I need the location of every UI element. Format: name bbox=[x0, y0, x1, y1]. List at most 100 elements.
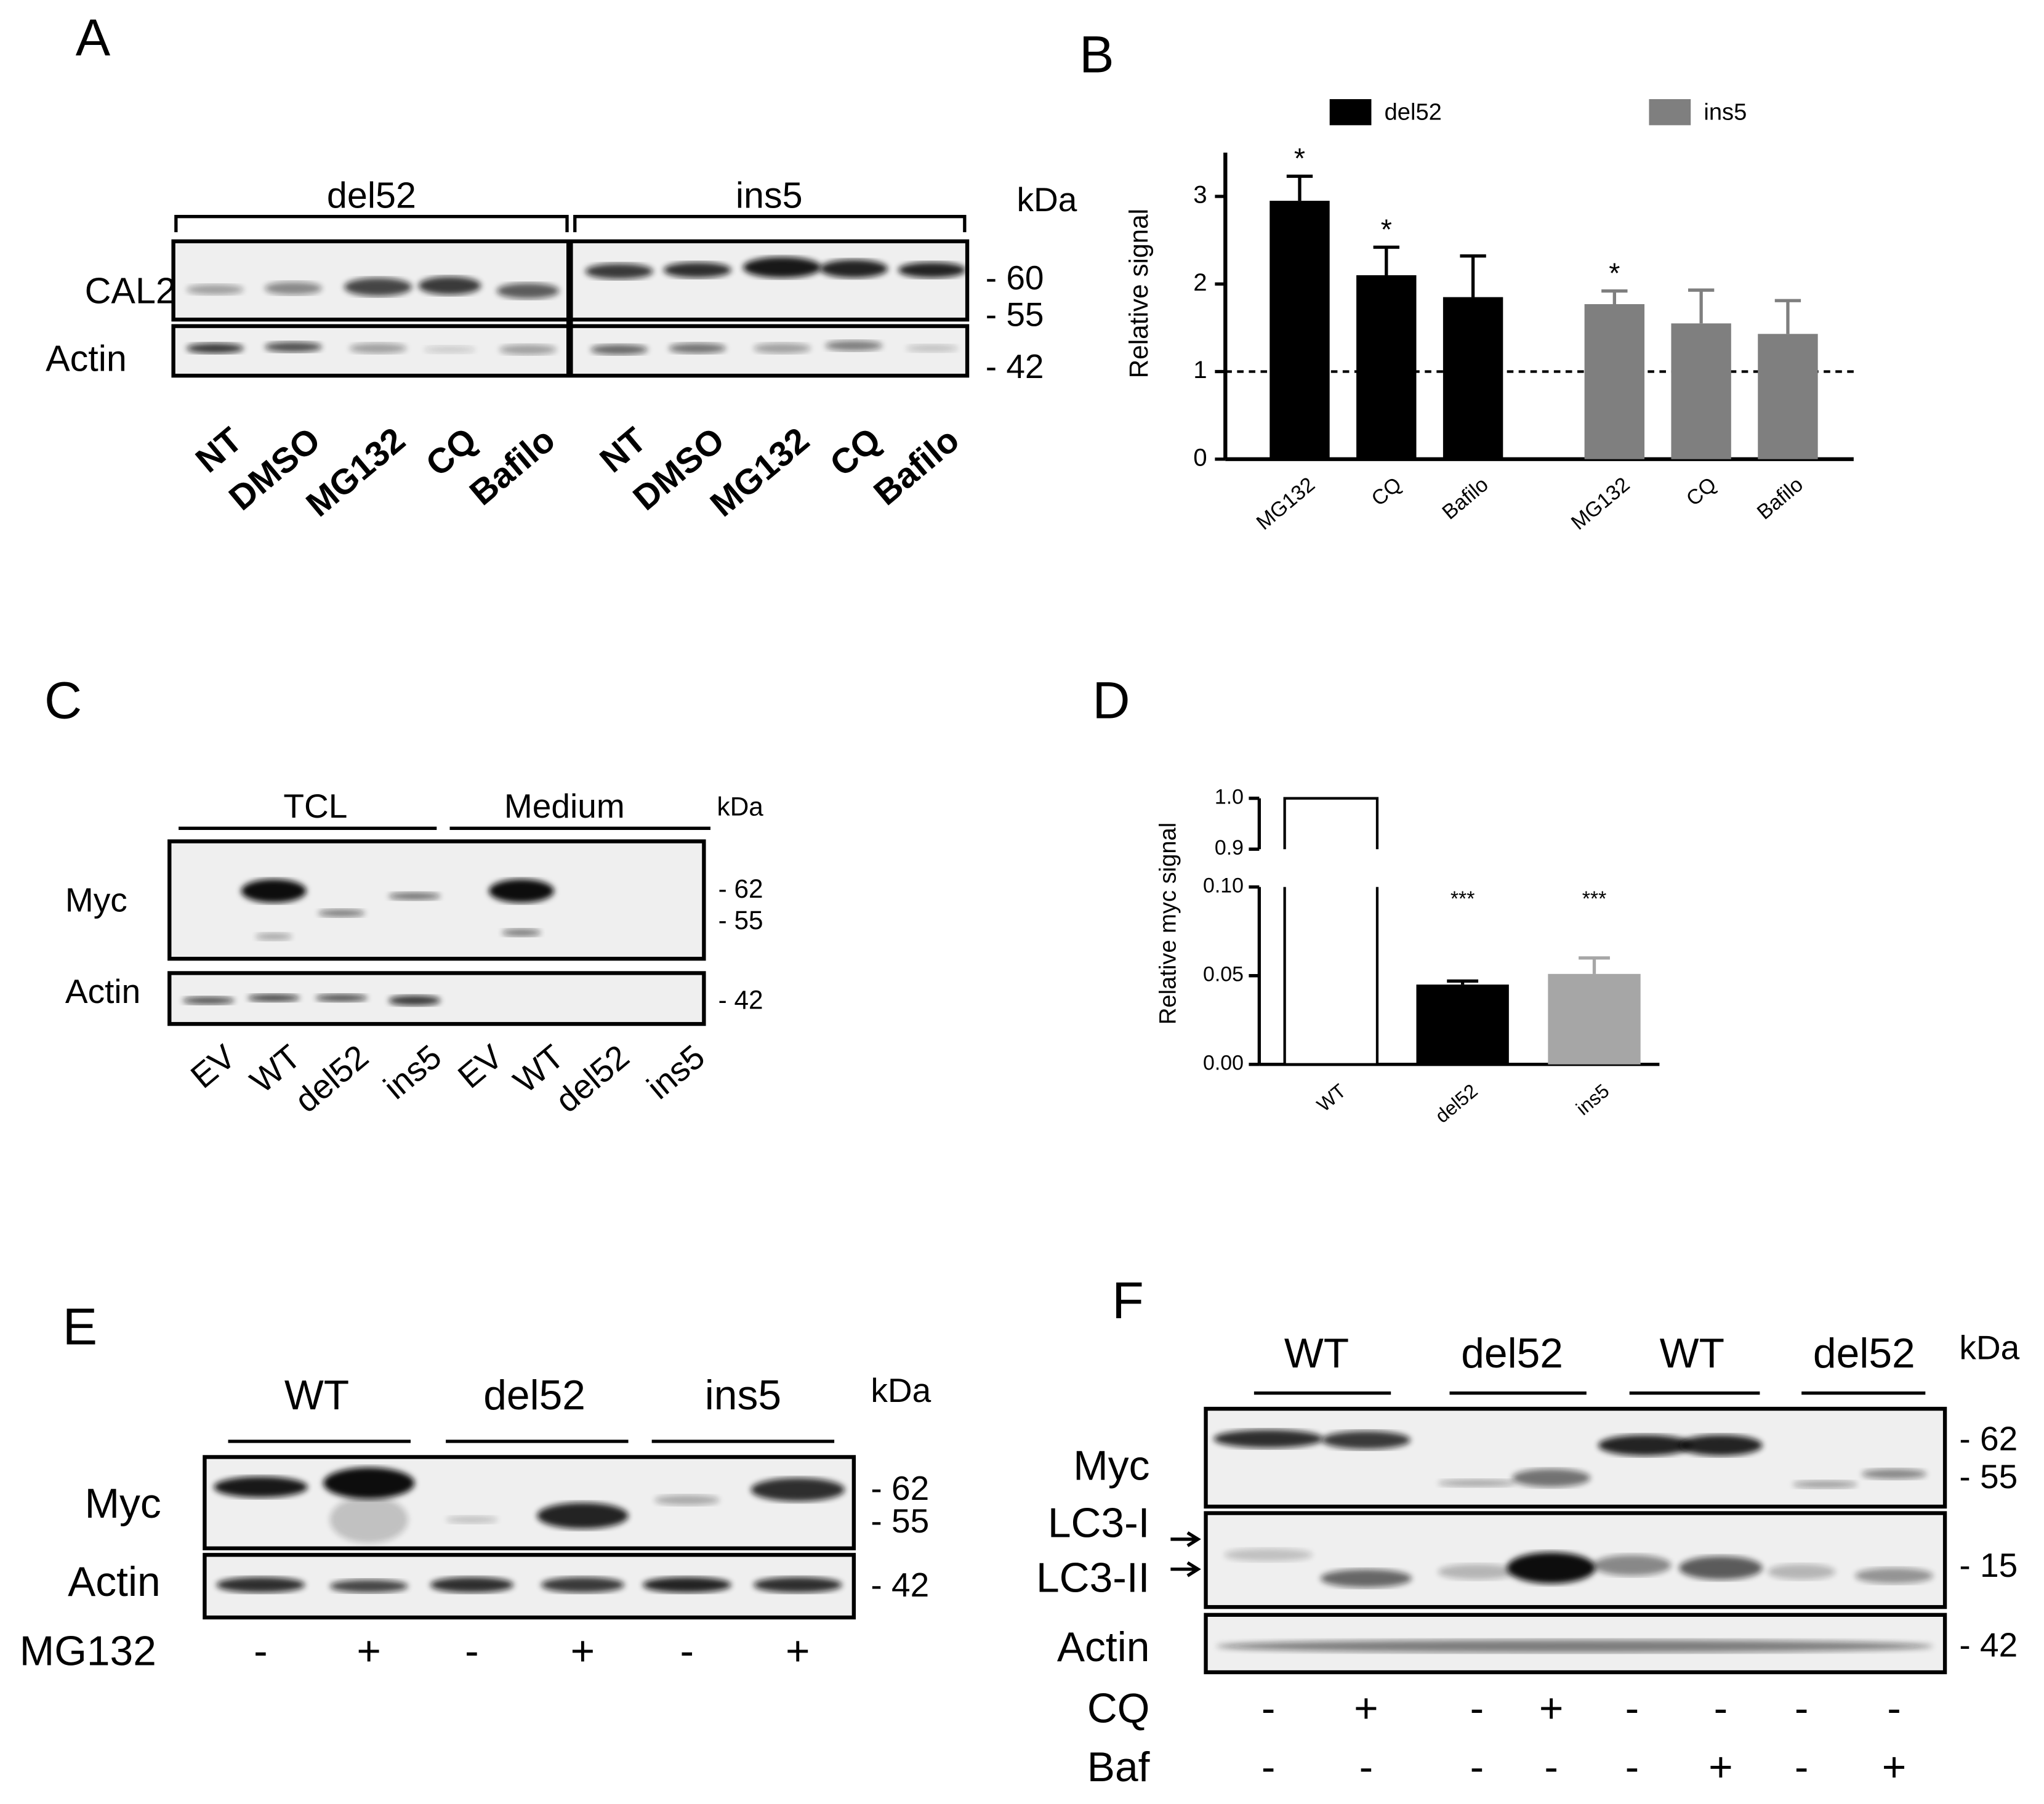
x-tick-label: WT bbox=[1313, 1079, 1350, 1116]
lane-label: EV bbox=[451, 1037, 510, 1095]
panel-letter: E bbox=[63, 1297, 97, 1355]
treatment-label: CQ bbox=[1087, 1685, 1150, 1731]
x-tick-label: del52 bbox=[1431, 1079, 1482, 1127]
lane-label: del52 bbox=[288, 1037, 376, 1120]
blot-row bbox=[167, 839, 706, 961]
blot-row bbox=[203, 1553, 856, 1620]
group-label: del52 bbox=[483, 1372, 585, 1419]
row-label: LC3-II bbox=[1036, 1555, 1149, 1601]
y-axis-label: Relative myc signal bbox=[1154, 823, 1181, 1025]
lane-label: del52 bbox=[548, 1037, 636, 1120]
x-tick-label: ins5 bbox=[1572, 1079, 1614, 1119]
blot-a bbox=[171, 215, 970, 378]
treatment-sign: - bbox=[1625, 1685, 1640, 1731]
lane-label: ins5 bbox=[376, 1037, 448, 1106]
error-bar bbox=[1373, 245, 1399, 276]
bar bbox=[1283, 797, 1379, 1066]
treatment-sign: - bbox=[1544, 1744, 1558, 1790]
error-bar bbox=[1688, 288, 1715, 324]
treatment-sign: - bbox=[1887, 1685, 1901, 1731]
y-tick-label: 0.00 bbox=[1203, 1052, 1244, 1075]
bar bbox=[1584, 304, 1645, 459]
lane-label: Bafilo bbox=[866, 420, 967, 513]
group-label: Medium bbox=[504, 787, 625, 825]
marker-label: - 55 bbox=[986, 295, 1044, 333]
treatment-sign: - bbox=[1470, 1685, 1484, 1731]
blot-f bbox=[1170, 1391, 1947, 1675]
bands bbox=[186, 257, 966, 355]
x-tick-label: CQ bbox=[1682, 473, 1721, 511]
row-label: Actin bbox=[1057, 1624, 1150, 1670]
significance-label: * bbox=[1609, 257, 1620, 289]
marker-label: - 42 bbox=[1959, 1625, 2018, 1664]
treatment-sign: - bbox=[1714, 1685, 1728, 1731]
treatment-sign: + bbox=[1882, 1744, 1907, 1790]
y-tick-label: 0 bbox=[1193, 443, 1207, 471]
x-tick-label: Bafilo bbox=[1438, 473, 1492, 525]
group-label: del52 bbox=[1813, 1331, 1915, 1377]
y-tick-label: 1.0 bbox=[1215, 786, 1244, 809]
lane-label: Bafilo bbox=[462, 420, 563, 513]
bar bbox=[1758, 334, 1818, 459]
marker-label: - 55 bbox=[871, 1502, 929, 1540]
treatment-sign: - bbox=[1261, 1744, 1276, 1790]
bar bbox=[1416, 985, 1509, 1065]
row-label: Myc bbox=[1073, 1443, 1149, 1489]
marker-label: - 62 bbox=[718, 874, 763, 903]
bands bbox=[182, 879, 554, 1006]
treatment-label: MG132 bbox=[20, 1628, 156, 1674]
bar bbox=[1356, 275, 1417, 459]
group-label: del52 bbox=[327, 175, 416, 216]
x-tick-label: MG132 bbox=[1567, 473, 1634, 535]
treatment-sign: + bbox=[786, 1628, 810, 1674]
arrow bbox=[1170, 1531, 1201, 1577]
bar bbox=[1548, 973, 1641, 1065]
row-label: Actin bbox=[46, 338, 127, 379]
lane-label: ins5 bbox=[640, 1037, 712, 1106]
group-label: TCL bbox=[283, 787, 347, 825]
significance-label: *** bbox=[1451, 887, 1475, 911]
treatment-sign: - bbox=[254, 1628, 268, 1674]
treatment-sign: - bbox=[1470, 1744, 1484, 1790]
legend-label: ins5 bbox=[1704, 99, 1747, 125]
bands bbox=[214, 1467, 845, 1593]
group-label: WT bbox=[1660, 1331, 1724, 1377]
blot-e bbox=[203, 1440, 856, 1620]
y-tick-label: 2 bbox=[1193, 268, 1207, 296]
x-tick-label: MG132 bbox=[1252, 473, 1319, 535]
y-tick-label: 0.05 bbox=[1203, 963, 1244, 986]
row-label: Myc bbox=[85, 1481, 161, 1527]
row-label: LC3-I bbox=[1048, 1500, 1150, 1547]
panel-letter: A bbox=[76, 8, 111, 66]
treatment-sign: - bbox=[1625, 1744, 1640, 1790]
error-bar bbox=[1579, 956, 1610, 974]
panel-letter: B bbox=[1079, 25, 1114, 84]
bar bbox=[1442, 297, 1503, 459]
x-tick-label: Bafilo bbox=[1753, 473, 1808, 525]
lane-label: EV bbox=[183, 1037, 243, 1095]
bracket bbox=[174, 215, 967, 233]
marker-label: - 42 bbox=[718, 985, 763, 1014]
marker-label: - 42 bbox=[986, 347, 1044, 385]
treatment-sign: + bbox=[356, 1628, 381, 1674]
significance-label: *** bbox=[1582, 887, 1607, 911]
marker-label: - 42 bbox=[871, 1566, 929, 1604]
bar bbox=[1269, 201, 1330, 459]
blot-row bbox=[203, 1455, 856, 1550]
treatment-sign: - bbox=[465, 1628, 479, 1674]
marker-label: - 55 bbox=[718, 906, 763, 935]
significance-label: * bbox=[1381, 213, 1392, 245]
treatment-sign: + bbox=[1354, 1685, 1378, 1731]
error-bar bbox=[1601, 289, 1628, 304]
treatment-sign: - bbox=[1359, 1744, 1374, 1790]
marker-label: - 15 bbox=[1959, 1546, 2018, 1584]
marker-label: - 62 bbox=[1959, 1420, 2018, 1458]
error-bar bbox=[1774, 299, 1801, 334]
y-axis-label: Relative signal bbox=[1124, 209, 1153, 378]
x-tick-label: CQ bbox=[1367, 473, 1406, 511]
bar bbox=[1671, 323, 1731, 459]
bands bbox=[1213, 1429, 1934, 1653]
error-bar bbox=[1447, 979, 1479, 985]
group-label: del52 bbox=[1461, 1331, 1563, 1377]
